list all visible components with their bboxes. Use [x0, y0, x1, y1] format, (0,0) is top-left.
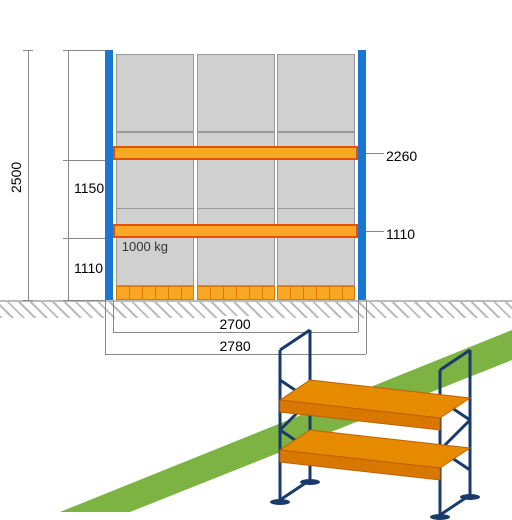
dim-height-total: 2500: [8, 162, 24, 193]
load-box: [277, 54, 355, 132]
upright-left: [105, 50, 113, 300]
load-label: 1000 kg: [122, 239, 168, 254]
load-box: [277, 132, 355, 210]
rack-3d-render: [240, 320, 512, 520]
dim-1110-right: 1110: [386, 226, 415, 242]
load-box: [116, 54, 194, 132]
load-box: [197, 132, 275, 210]
beam-1: [113, 224, 358, 238]
dim-1150: 1150: [74, 180, 104, 196]
load-box: [277, 208, 355, 286]
beam-0: [113, 146, 358, 160]
load-box: [197, 208, 275, 286]
load-box: [197, 54, 275, 132]
dim-1110-left: 1110: [74, 260, 103, 276]
upright-right: [358, 50, 366, 300]
dim-2260: 2260: [386, 148, 417, 164]
ground-hatch: [0, 300, 512, 318]
load-box: [116, 132, 194, 210]
